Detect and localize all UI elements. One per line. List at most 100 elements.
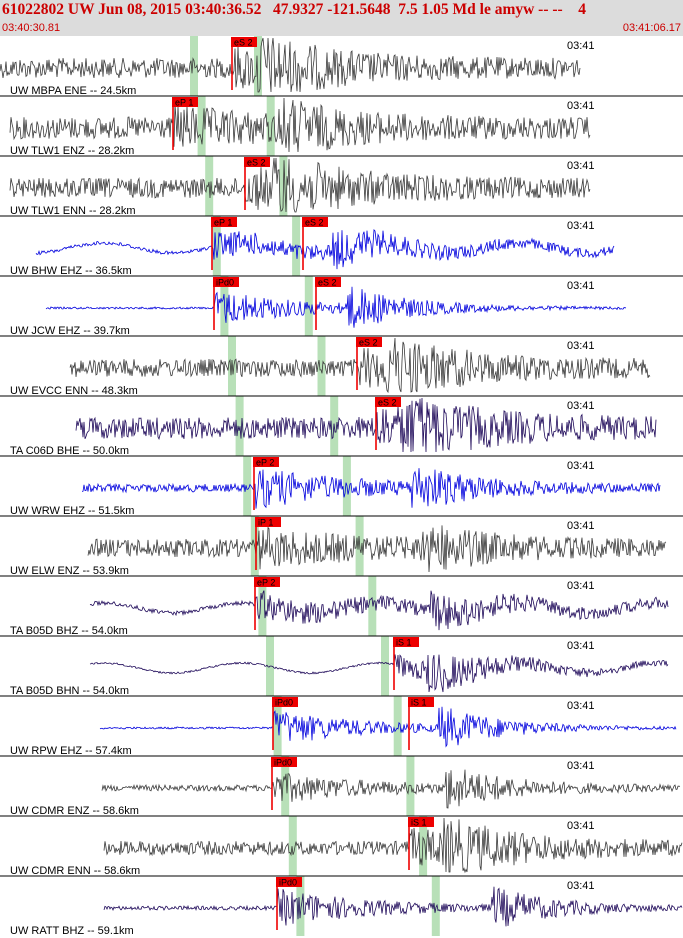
station-label: UW ELW ENZ -- 53.9km <box>10 565 129 577</box>
station-label: UW RPW EHZ -- 57.4km <box>10 745 132 757</box>
phase-pick-label: eS 2 <box>378 398 397 408</box>
phase-pick-label: eS 2 <box>305 218 324 228</box>
trace-row[interactable]: eS 2 03:41 UW TLW1 ENN -- 28.2km <box>0 155 683 217</box>
trace-time-label: 03:41 <box>567 880 595 892</box>
phase-pick-label: eP 2 <box>257 578 275 588</box>
phase-pick-label: iS 1 <box>411 698 427 708</box>
trace-time-label: 03:41 <box>567 580 595 592</box>
trace-time-label: 03:41 <box>567 40 595 52</box>
phase-pick-label: eS 2 <box>234 38 253 48</box>
phase-pick-tag[interactable] <box>244 157 270 167</box>
waveform <box>35 228 615 270</box>
phase-pick-tag[interactable] <box>211 217 237 227</box>
trace-time-label: 03:41 <box>567 100 595 112</box>
phase-pick-label: iPd0 <box>275 698 293 708</box>
phase-pick-tag[interactable] <box>356 337 382 347</box>
phase-pick-tag[interactable] <box>272 697 298 707</box>
phase-pick-label: eP 2 <box>256 458 274 468</box>
station-label: UW WRW EHZ -- 51.5km <box>10 505 134 517</box>
phase-pick-label: eP 1 <box>175 98 193 108</box>
trace-row[interactable]: eS 2 03:41 UW MBPA ENE -- 24.5km <box>0 37 595 97</box>
phase-pick-tag[interactable] <box>271 757 297 767</box>
trace-row[interactable]: eS 2 03:41 TA C06D BHE -- 50.0km <box>0 395 683 457</box>
trace-time-label: 03:41 <box>567 400 595 412</box>
phase-pick-label: eS 2 <box>359 338 378 348</box>
trace-time-label: 03:41 <box>567 520 595 532</box>
trace-row[interactable]: iPd0 03:41 UW RATT BHZ -- 59.1km <box>0 875 683 937</box>
trace-time-label: 03:41 <box>567 160 595 172</box>
p-phase-band <box>197 96 206 156</box>
trace-time-label: 03:41 <box>567 760 595 772</box>
trace-row[interactable]: iPd0 iS 1 03:41 UW RPW EHZ -- 57.4km <box>0 695 683 757</box>
phase-pick-label: iS 1 <box>396 638 412 648</box>
trace-row[interactable]: eP 1 eS 2 03:41 UW BHW EHZ -- 36.5km <box>0 215 683 277</box>
p-phase-band <box>258 576 267 636</box>
trace-row[interactable]: eP 2 03:41 TA B05D BHZ -- 54.0km <box>0 575 683 637</box>
waveform <box>0 37 581 93</box>
phase-pick-tag[interactable] <box>315 277 341 287</box>
station-label: TA B05D BHZ -- 54.0km <box>10 625 128 637</box>
phase-pick-label: eS 2 <box>318 278 337 288</box>
station-label: UW RATT BHZ -- 59.1km <box>10 925 134 937</box>
trace-row[interactable]: eS 2 03:41 UW EVCC ENN -- 48.3km <box>0 335 683 397</box>
phase-pick-tag[interactable] <box>231 37 257 47</box>
station-label: TA B05D BHN -- 54.0km <box>10 685 129 697</box>
phase-pick-label: eP 1 <box>214 218 232 228</box>
phase-pick-label: iP 1 <box>258 518 273 528</box>
trace-time-label: 03:41 <box>567 640 595 652</box>
s-phase-band <box>406 756 415 816</box>
p-phase-band <box>190 36 198 96</box>
trace-row[interactable]: iS 1 03:41 TA B05D BHN -- 54.0km <box>0 635 683 697</box>
trace-row[interactable]: iP 1 03:41 UW ELW ENZ -- 53.9km <box>0 515 683 577</box>
phase-pick-tag[interactable] <box>213 277 239 287</box>
station-label: TA C06D BHE -- 50.0km <box>10 445 129 457</box>
p-phase-band <box>212 216 221 276</box>
phase-pick-label: iPd0 <box>216 278 234 288</box>
s-phase-band <box>393 696 402 756</box>
station-label: UW TLW1 ENZ -- 28.2km <box>10 145 134 157</box>
waveform <box>9 97 591 153</box>
waveform <box>89 590 669 631</box>
trace-row[interactable]: iPd0 03:41 UW CDMR ENZ -- 58.6km <box>0 755 683 817</box>
trace-row[interactable]: eP 2 03:41 UW WRW EHZ -- 51.5km <box>0 455 683 517</box>
phase-pick-tag[interactable] <box>408 697 434 707</box>
window-end-time: 03:41:06.17 <box>622 22 681 34</box>
p-phase-band <box>296 876 305 936</box>
phase-pick-tag[interactable] <box>255 517 281 527</box>
seismogram-panel[interactable]: eS 2 03:41 UW MBPA ENE -- 24.5km eP 1 03:41 U… <box>0 36 683 938</box>
trace-time-label: 03:41 <box>567 280 595 292</box>
s-phase-band <box>381 636 389 696</box>
s-phase-band <box>368 576 377 636</box>
phase-pick-tag[interactable] <box>253 457 279 467</box>
phase-pick-label: eS 2 <box>247 158 266 168</box>
phase-pick-tag[interactable] <box>408 817 434 827</box>
phase-pick-tag[interactable] <box>302 217 328 227</box>
s-phase-band <box>419 816 428 876</box>
trace-row[interactable]: eP 1 03:41 UW TLW1 ENZ -- 28.2km <box>0 95 683 157</box>
trace-time-label: 03:41 <box>567 820 595 832</box>
trace-row[interactable]: iS 1 03:41 UW CDMR ENN -- 58.6km <box>0 815 683 877</box>
waveform <box>45 286 627 328</box>
waveform <box>101 769 681 809</box>
phase-pick-tag[interactable] <box>375 397 401 407</box>
station-label: UW EVCC ENN -- 48.3km <box>10 385 138 397</box>
phase-pick-tag[interactable] <box>172 97 198 107</box>
p-phase-band <box>235 396 244 456</box>
phase-pick-label: iS 1 <box>411 818 427 828</box>
waveform <box>99 706 677 748</box>
s-phase-band <box>317 336 326 396</box>
phase-pick-tag[interactable] <box>254 577 280 587</box>
station-label: UW MBPA ENE -- 24.5km <box>10 85 136 97</box>
waveform <box>103 817 683 874</box>
event-title: 61022802 UW Jun 08, 2015 03:40:36.52 47.… <box>2 1 586 18</box>
phase-pick-tag[interactable] <box>393 637 419 647</box>
phase-pick-tag[interactable] <box>276 877 302 887</box>
station-label: UW JCW EHZ -- 39.7km <box>10 325 130 337</box>
station-label: UW CDMR ENN -- 58.6km <box>10 865 140 877</box>
waveform <box>87 525 667 573</box>
waveform <box>9 157 591 213</box>
trace-time-label: 03:41 <box>567 460 595 472</box>
station-label: UW CDMR ENZ -- 58.6km <box>10 805 139 817</box>
waveform <box>103 886 683 927</box>
trace-row[interactable]: iPd0 eS 2 03:41 UW JCW EHZ -- 39.7km <box>0 275 683 337</box>
